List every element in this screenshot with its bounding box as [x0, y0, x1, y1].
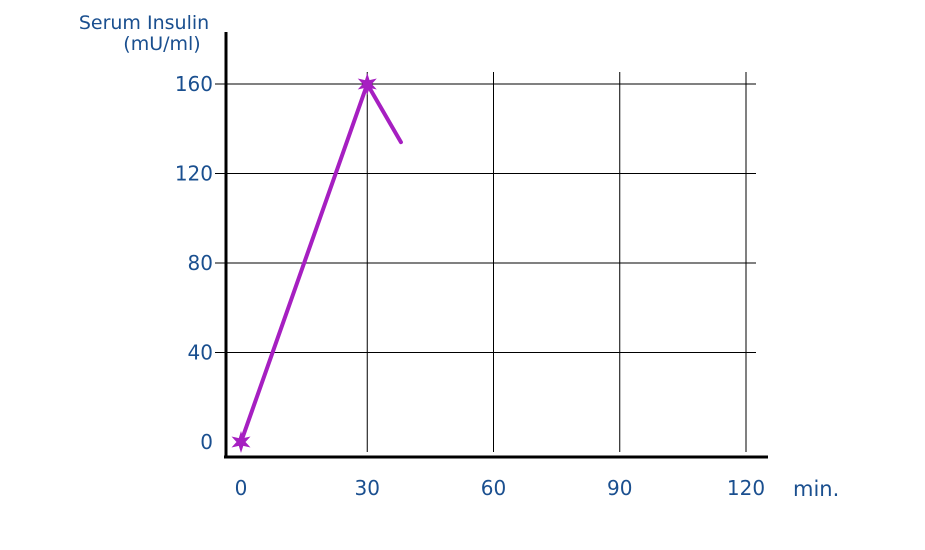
x-tick-label: 30 [355, 476, 380, 500]
x-tick-label: 120 [727, 476, 765, 500]
axes [224, 32, 768, 459]
y-tick-label: 160 [175, 72, 213, 96]
y-tick-label: 80 [188, 251, 213, 275]
y-axis-title-line2: (mU/ml) [123, 33, 200, 55]
y-axis-title-line1: Serum Insulin [79, 12, 209, 34]
data-point-star [357, 73, 377, 95]
x-tick-label: 60 [481, 476, 506, 500]
tick-labels: 0 40 80 120 160 0 30 60 90 120 [175, 72, 765, 500]
y-tick-label: 120 [175, 162, 213, 186]
series-layer [231, 73, 403, 453]
x-tick-label: 90 [607, 476, 632, 500]
data-point-star [231, 431, 251, 453]
y-tick-label: 40 [188, 341, 213, 365]
x-tick-label: 0 [235, 476, 248, 500]
y-tick-label: 0 [200, 430, 213, 454]
grid-lines [215, 72, 756, 452]
x-axis-title: min. [793, 477, 839, 501]
